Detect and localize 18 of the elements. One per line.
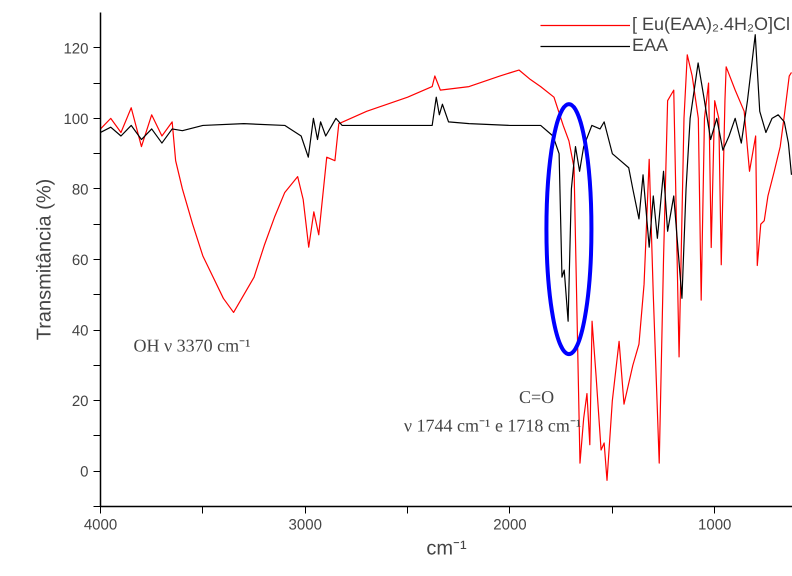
y-tick-label: 120 xyxy=(63,40,89,58)
legend-label: [ Eu(EAA)₂.4H₂O]Cl xyxy=(632,14,790,35)
y-tick-label: 20 xyxy=(72,393,89,410)
y-axis-title: Transmitância (%) xyxy=(33,178,56,340)
annotation: C=O xyxy=(518,387,554,408)
y-tick-label: 40 xyxy=(72,322,89,340)
x-tick-label: 2000 xyxy=(493,516,527,534)
y-tick-label: 100 xyxy=(63,110,89,128)
line-series xyxy=(100,54,792,481)
x-tick-label: 3000 xyxy=(288,516,322,534)
x-tick-label: 1000 xyxy=(698,516,732,534)
x-axis-title: cm⁻¹ xyxy=(426,538,467,560)
legend-label: EAA xyxy=(632,35,668,56)
x-tick-label: 4000 xyxy=(84,516,118,534)
annotation: OH ν 3370 cm⁻¹ xyxy=(133,336,250,356)
y-tick-label: 60 xyxy=(72,252,89,269)
y-tick-label: 0 xyxy=(80,464,88,481)
y-tick-label: 80 xyxy=(72,181,89,198)
